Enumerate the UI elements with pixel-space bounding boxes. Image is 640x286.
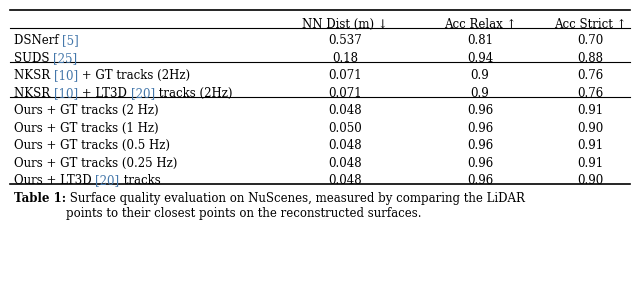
- Text: Ours + LT3D: Ours + LT3D: [14, 174, 95, 187]
- Text: Ours + GT tracks (1 Hz): Ours + GT tracks (1 Hz): [14, 122, 159, 135]
- Text: 0.048: 0.048: [328, 139, 362, 152]
- Text: Surface quality evaluation on NuScenes, measured by comparing the LiDAR
points t: Surface quality evaluation on NuScenes, …: [66, 192, 525, 220]
- Text: NN Dist (m) ↓: NN Dist (m) ↓: [302, 18, 388, 31]
- Text: 0.90: 0.90: [577, 122, 603, 135]
- Text: 0.048: 0.048: [328, 174, 362, 187]
- Text: [20]: [20]: [131, 87, 155, 100]
- Text: [10]: [10]: [54, 69, 78, 82]
- Text: DSNerf: DSNerf: [14, 34, 62, 47]
- Text: 0.96: 0.96: [467, 139, 493, 152]
- Text: + LT3D: + LT3D: [78, 87, 131, 100]
- Text: Table 1:: Table 1:: [14, 192, 66, 205]
- Text: Ours + GT tracks (2 Hz): Ours + GT tracks (2 Hz): [14, 104, 159, 117]
- Text: 0.88: 0.88: [577, 52, 603, 65]
- Text: 0.90: 0.90: [577, 174, 603, 187]
- Text: 0.071: 0.071: [328, 69, 362, 82]
- Text: + GT tracks (2Hz): + GT tracks (2Hz): [78, 69, 190, 82]
- Text: 0.048: 0.048: [328, 104, 362, 117]
- Text: Ours + GT tracks (0.5 Hz): Ours + GT tracks (0.5 Hz): [14, 139, 170, 152]
- Text: 0.96: 0.96: [467, 104, 493, 117]
- Text: tracks (2Hz): tracks (2Hz): [155, 87, 232, 100]
- Text: [10]: [10]: [54, 87, 78, 100]
- Text: Ours + GT tracks (0.25 Hz): Ours + GT tracks (0.25 Hz): [14, 157, 177, 170]
- Text: [20]: [20]: [95, 174, 120, 187]
- Text: 0.94: 0.94: [467, 52, 493, 65]
- Text: [5]: [5]: [62, 34, 79, 47]
- Text: 0.91: 0.91: [577, 139, 603, 152]
- Text: 0.048: 0.048: [328, 157, 362, 170]
- Text: tracks: tracks: [120, 174, 160, 187]
- Text: NKSR: NKSR: [14, 87, 54, 100]
- Text: Acc Strict ↑: Acc Strict ↑: [554, 18, 627, 31]
- Text: 0.9: 0.9: [470, 87, 490, 100]
- Text: 0.050: 0.050: [328, 122, 362, 135]
- Text: 0.70: 0.70: [577, 34, 603, 47]
- Text: 0.76: 0.76: [577, 69, 603, 82]
- Text: 0.96: 0.96: [467, 157, 493, 170]
- Text: NKSR: NKSR: [14, 69, 54, 82]
- Text: 0.96: 0.96: [467, 122, 493, 135]
- Text: 0.9: 0.9: [470, 69, 490, 82]
- Text: 0.91: 0.91: [577, 157, 603, 170]
- Text: 0.071: 0.071: [328, 87, 362, 100]
- Text: 0.18: 0.18: [332, 52, 358, 65]
- Text: Acc Relax ↑: Acc Relax ↑: [444, 18, 516, 31]
- Text: 0.81: 0.81: [467, 34, 493, 47]
- Text: 0.76: 0.76: [577, 87, 603, 100]
- Text: [25]: [25]: [53, 52, 77, 65]
- Text: 0.537: 0.537: [328, 34, 362, 47]
- Text: 0.91: 0.91: [577, 104, 603, 117]
- Text: 0.96: 0.96: [467, 174, 493, 187]
- Text: SUDS: SUDS: [14, 52, 53, 65]
